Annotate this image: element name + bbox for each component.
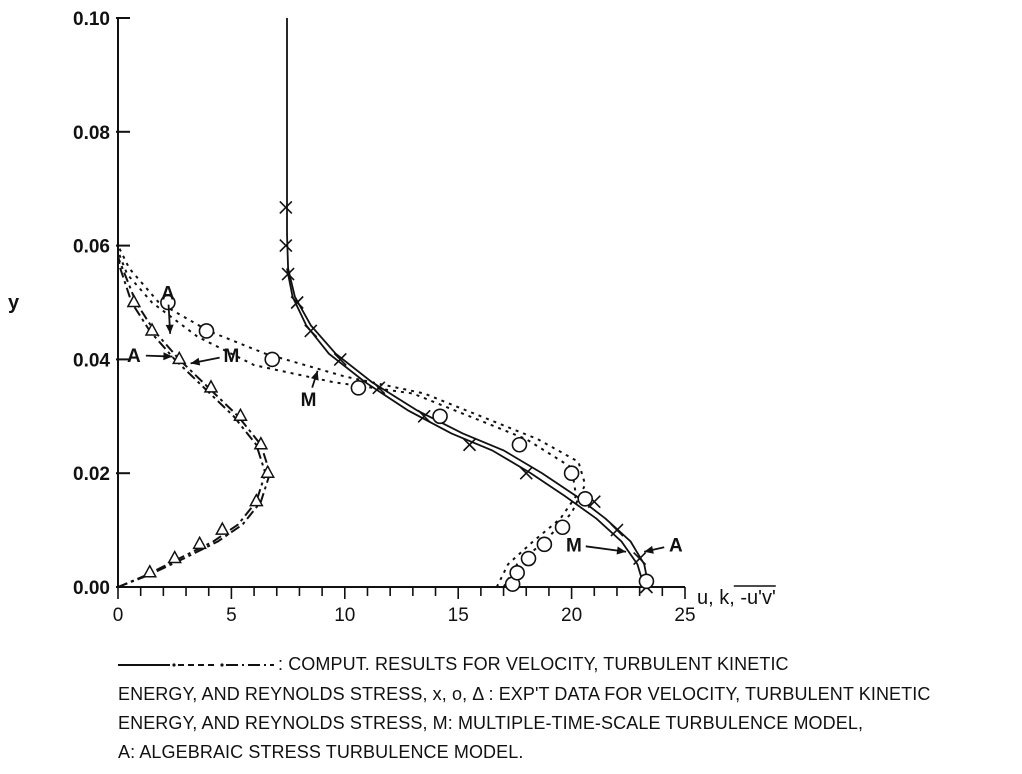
marker-triangle: [142, 564, 158, 578]
svg-text:M: M: [566, 536, 582, 557]
y-tick-label: 0.04: [73, 350, 110, 371]
annotation-A: A: [161, 284, 175, 334]
chart: 0 5 10 15 20 25 0.00 0.02 0.04 0.06 0.08 0.10 A M A M M…: [8, 9, 776, 626]
curve-turbulent-kinetic-energy-A: [117, 245, 587, 588]
marker-triangle: [203, 379, 219, 393]
marker-triangle: [215, 521, 230, 535]
marker-circle: [577, 491, 594, 507]
marker-circle: [350, 380, 367, 396]
marker-triangle: [144, 322, 160, 336]
marker-x: [372, 381, 386, 395]
marker-x: [462, 438, 477, 452]
y-tick-label: 0.08: [73, 123, 110, 144]
y-axis-label: y: [8, 292, 20, 314]
axes: 0 5 10 15 20 25 0.00 0.02 0.04 0.06 0.08 0.10: [73, 9, 696, 626]
annotation-A: A: [643, 536, 683, 557]
annotation-M: M: [190, 346, 239, 367]
marker-triangle: [126, 293, 142, 308]
marker-circle: [198, 323, 215, 339]
marker-triangle: [260, 464, 275, 478]
marker-circle: [509, 564, 525, 581]
svg-text:M: M: [223, 346, 239, 367]
svg-text:M: M: [301, 390, 317, 411]
marker-x: [281, 267, 295, 281]
marker-x: [279, 200, 293, 215]
marker-circle: [554, 519, 571, 536]
marker-x: [417, 409, 431, 423]
annotation-A: A: [127, 346, 173, 367]
svg-text:A: A: [669, 536, 683, 557]
marker-triangle: [253, 436, 269, 450]
caption-line-2: ENERGY, AND REYNOLDS STRESS, x, o, Δ : E…: [118, 683, 931, 704]
x-axis-label: u, k, -u'v': [697, 587, 776, 609]
y-tick-label: 0.06: [73, 237, 110, 258]
marker-circle: [563, 465, 580, 482]
marker-triangle: [233, 407, 248, 422]
y-tick-label: 0.00: [73, 578, 110, 599]
y-tick-label: 0.02: [73, 464, 110, 485]
marker-x: [304, 324, 318, 338]
marker-x: [279, 239, 293, 253]
curve-velocity-M: [286, 268, 646, 588]
marker-circle: [520, 550, 537, 567]
curves: [117, 18, 650, 588]
curve-Reynolds-stress-M: [117, 256, 272, 588]
caption-line-4: A: ALGEBRAIC STRESS TURBULENCE MODEL.: [118, 741, 524, 762]
marker-x: [610, 523, 624, 537]
marker-x: [290, 295, 304, 310]
marker-circle: [536, 536, 553, 553]
caption: : COMPUT. RESULTS FOR VELOCITY, TURBULEN…: [118, 650, 1018, 767]
marker-triangle: [171, 350, 187, 365]
annotation-M: M: [566, 536, 627, 557]
caption-line-1-text: : COMPUT. RESULTS FOR VELOCITY, TURBULEN…: [278, 654, 789, 674]
marker-x: [633, 551, 647, 566]
curve-turbulent-kinetic-energy-M: [117, 250, 578, 588]
marker-triangle: [249, 493, 264, 507]
annotations: A M A M M A: [127, 284, 683, 557]
marker-circle: [638, 573, 655, 590]
annotation-M: M: [301, 370, 319, 411]
marker-circle: [264, 351, 281, 368]
marker-triangle: [192, 535, 207, 550]
legend-line-styles: [118, 651, 278, 680]
caption-line-1: : COMPUT. RESULTS FOR VELOCITY, TURBULEN…: [118, 650, 1018, 680]
marker-circle: [432, 408, 448, 425]
x-tick-label: 15: [448, 605, 469, 626]
marker-x: [333, 352, 347, 366]
x-tick-label: 0: [113, 605, 124, 626]
svg-text:A: A: [127, 346, 141, 367]
y-tick-label: 0.10: [73, 9, 110, 30]
x-tick-label: 5: [226, 605, 237, 626]
markers: [126, 200, 655, 594]
x-tick-label: 25: [674, 605, 695, 626]
x-tick-label: 10: [334, 605, 355, 626]
x-tick-label: 20: [561, 605, 582, 626]
marker-circle: [160, 294, 176, 311]
marker-circle: [511, 436, 528, 453]
marker-triangle: [167, 549, 182, 564]
marker-x: [519, 466, 533, 480]
svg-text:A: A: [161, 284, 175, 305]
caption-line-3: ENERGY, AND REYNOLDS STRESS, M: MULTIPLE…: [118, 712, 864, 733]
